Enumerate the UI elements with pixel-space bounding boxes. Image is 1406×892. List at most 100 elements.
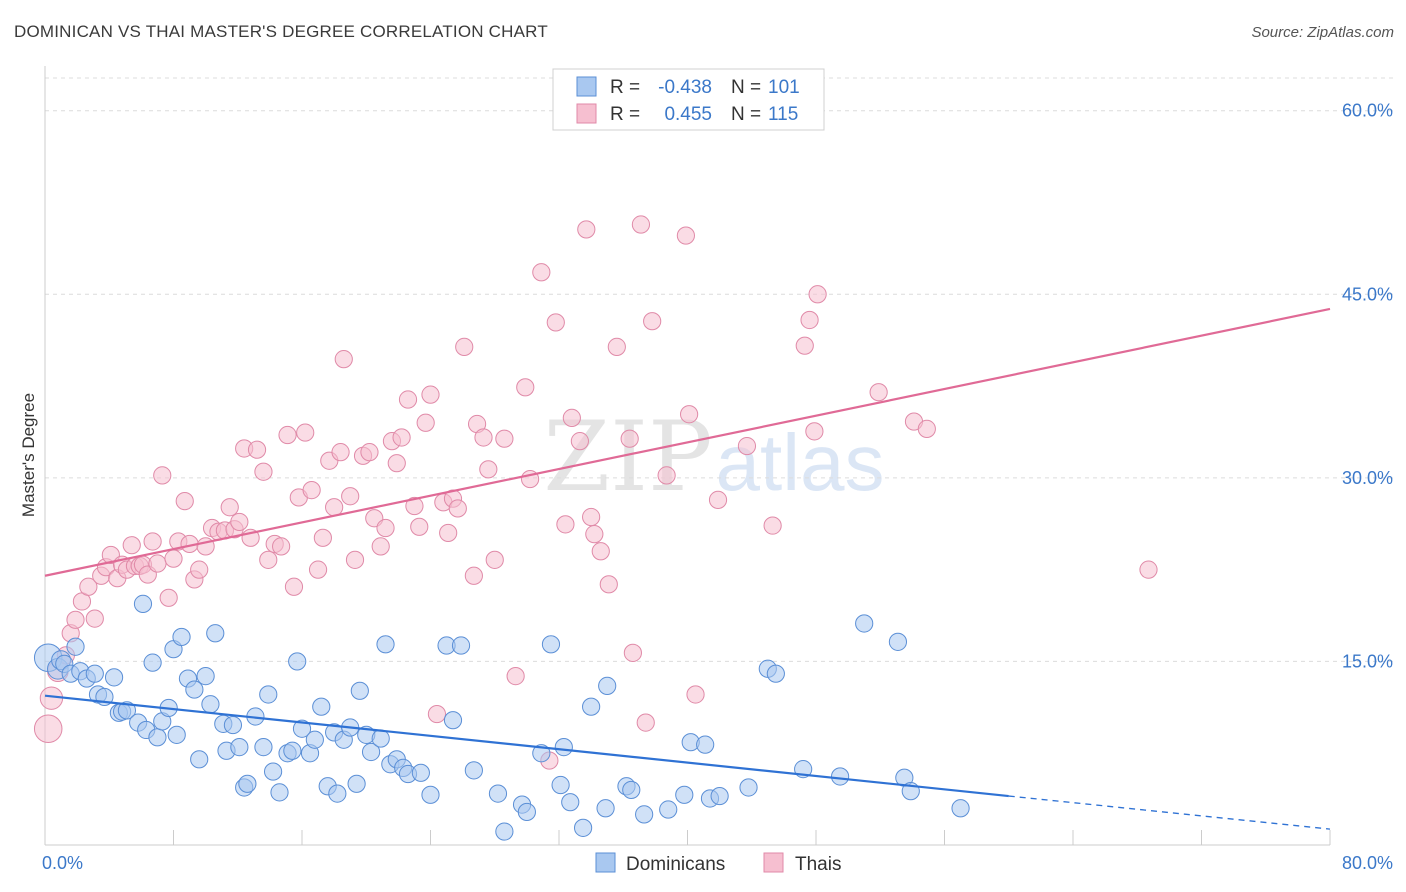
thais-point xyxy=(341,487,360,506)
thais-point xyxy=(259,550,278,569)
thais-point xyxy=(585,525,604,544)
thais-point xyxy=(485,550,504,569)
dominicans-point xyxy=(739,778,758,797)
thais-point xyxy=(148,554,167,573)
dominicans-point xyxy=(85,664,104,683)
thais-point xyxy=(334,350,353,369)
dominicans-point xyxy=(254,737,273,757)
dominicans-point xyxy=(598,676,617,696)
dominicans-trend-line xyxy=(44,694,1009,798)
dominicans-point xyxy=(133,594,153,614)
chart-title: DOMINICAN VS THAI MASTER'S DEGREE CORREL… xyxy=(14,22,548,41)
dominicans-point xyxy=(696,735,715,754)
thais-point xyxy=(427,704,447,724)
thais-point xyxy=(439,523,458,543)
thais-point xyxy=(808,285,827,304)
source-label: Source: ZipAtlas.com xyxy=(1251,24,1394,41)
legend-n-label: N = xyxy=(731,77,761,98)
thais-point xyxy=(371,537,390,556)
thais-point xyxy=(66,610,85,629)
thais-point xyxy=(230,512,249,532)
thais-point xyxy=(795,336,814,355)
thais-point xyxy=(464,566,483,585)
thais-points xyxy=(33,215,1158,770)
dominicans-point xyxy=(855,614,874,633)
dominicans-trend-extension xyxy=(1008,795,1331,830)
y-tick-label: 30.0% xyxy=(1342,468,1393,488)
thais-point xyxy=(272,537,291,556)
dominicans-point xyxy=(350,681,369,700)
dominicans-point xyxy=(411,763,430,782)
dominicans-point xyxy=(421,785,440,804)
legend-swatch-thais xyxy=(763,852,784,873)
dominicans-point xyxy=(288,652,307,671)
dominicans-point xyxy=(554,737,573,757)
dominicans-point xyxy=(328,784,347,803)
dominicans-point xyxy=(622,780,641,800)
dominicans-point xyxy=(312,697,331,716)
thais-point xyxy=(85,609,104,628)
legend-r-label: R = xyxy=(610,104,640,125)
thais-point xyxy=(582,507,601,527)
dominicans-point xyxy=(201,695,220,714)
thais-point xyxy=(164,549,183,568)
thais-point xyxy=(562,408,581,427)
dominicans-point xyxy=(573,818,593,837)
legend-swatch-thais xyxy=(576,103,597,124)
trend-lines xyxy=(44,307,1331,830)
dominicans-point xyxy=(376,635,395,654)
thais-point xyxy=(763,516,782,535)
legend-r-value: 0.455 xyxy=(664,104,712,125)
gridlines xyxy=(45,77,1393,662)
thais-point xyxy=(392,428,411,447)
y-tick-label: 45.0% xyxy=(1342,284,1393,304)
thais-point xyxy=(516,378,535,397)
dominicans-point xyxy=(270,783,289,802)
dominicans-point xyxy=(443,711,463,730)
thais-point xyxy=(410,517,429,536)
thais-point xyxy=(599,575,618,594)
thais-point xyxy=(284,577,304,596)
thais-point xyxy=(506,667,525,686)
thais-point xyxy=(556,515,575,534)
thais-point xyxy=(455,337,474,357)
dominicans-point xyxy=(263,762,283,781)
legend-label-dominicans: Dominicans xyxy=(626,854,725,875)
dominicans-point xyxy=(283,741,302,760)
dominicans-point xyxy=(361,742,381,762)
dominicans-point xyxy=(230,737,249,757)
thais-point xyxy=(153,466,172,485)
legend-frame xyxy=(552,68,825,131)
dominicans-point xyxy=(371,729,390,748)
thais-point xyxy=(620,429,639,448)
thais-point xyxy=(643,312,662,331)
dominicans-point xyxy=(238,774,257,793)
dominicans-point xyxy=(117,701,137,720)
dominicans-point xyxy=(196,667,215,686)
thais-point xyxy=(686,685,705,704)
dominicans-point xyxy=(582,697,601,716)
dominicans-point xyxy=(223,715,243,735)
x-tick-label: 80.0% xyxy=(1342,853,1393,873)
thais-point xyxy=(405,496,424,516)
dominicans-point xyxy=(830,767,850,786)
dominicans-points xyxy=(33,594,970,841)
thais-point xyxy=(680,405,699,424)
thais-point xyxy=(308,560,328,579)
thais-point xyxy=(532,263,551,282)
dominicans-point xyxy=(185,680,204,699)
thais-point xyxy=(175,492,194,511)
dominicans-point xyxy=(888,632,908,651)
correlation-legend: R = -0.438 N = 101 R = 0.455 N = 115 xyxy=(552,68,825,131)
thais-point xyxy=(479,460,498,479)
thais-point xyxy=(143,532,162,551)
thais-point xyxy=(122,536,141,555)
thais-point xyxy=(376,518,395,538)
thais-point xyxy=(448,499,467,518)
legend-n-value: 115 xyxy=(768,104,798,125)
dominicans-point xyxy=(495,822,514,841)
dominicans-point xyxy=(451,636,471,655)
y-axis-title: Master's Degree xyxy=(19,393,38,517)
thais-point xyxy=(495,429,514,448)
